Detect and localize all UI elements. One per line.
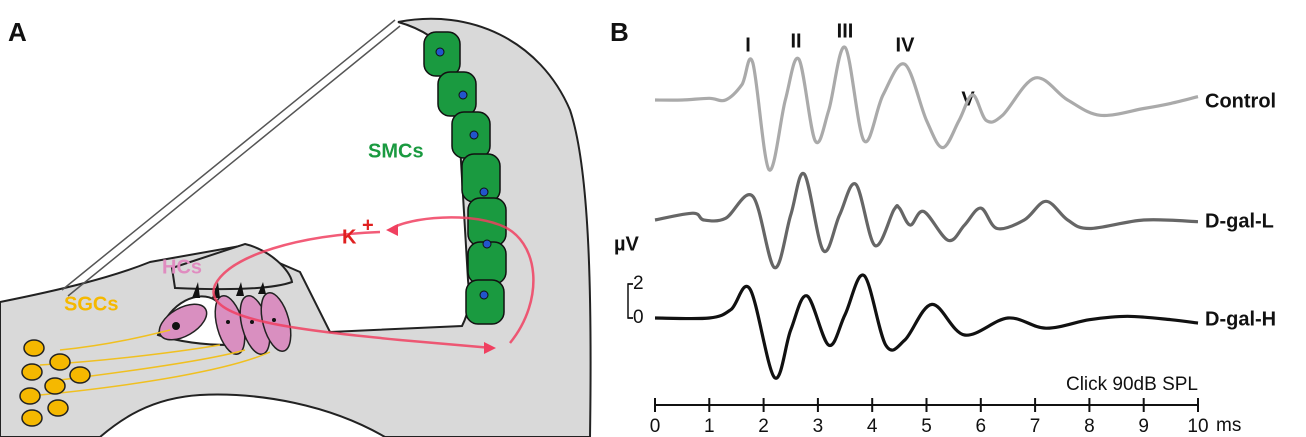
- legend-label: D-gal-H: [1205, 308, 1276, 330]
- x-axis-label: ms: [1216, 415, 1241, 436]
- smc: [437, 71, 477, 117]
- smc-cells: [423, 31, 507, 325]
- peak-label: I: [745, 34, 751, 56]
- x-tick-label: 9: [1138, 416, 1149, 437]
- peak-label: III: [837, 20, 854, 42]
- x-tick-label: 5: [921, 416, 932, 437]
- hc-label: HCs: [162, 256, 202, 278]
- sgc-cells: [19, 339, 91, 427]
- x-tick-label: 7: [1030, 416, 1041, 437]
- legend-label: Control: [1205, 90, 1276, 112]
- k-cycle: [212, 216, 535, 350]
- x-tick-label: 8: [1084, 416, 1095, 437]
- smc: [465, 279, 505, 325]
- x-tick-label: 10: [1187, 416, 1208, 437]
- scale-label: 2: [633, 273, 644, 294]
- x-tick-label: 4: [867, 416, 878, 437]
- x-tick-label: 3: [813, 416, 824, 437]
- panel-label: B: [610, 17, 629, 47]
- sgc-label: SGCs: [64, 293, 118, 315]
- ion-label: K: [342, 226, 357, 248]
- panel-label: A: [8, 17, 27, 47]
- annotation: Click 90dB SPL: [1066, 374, 1198, 395]
- legend-label: D-gal-L: [1205, 210, 1274, 232]
- smc-label: SMCs: [368, 140, 424, 162]
- x-tick-label: 1: [704, 416, 715, 437]
- x-tick-label: 0: [650, 416, 661, 437]
- peak-label: II: [790, 30, 801, 52]
- reissner-membrane: [61, 19, 401, 297]
- trace: [654, 273, 1199, 380]
- trace: [654, 45, 1199, 172]
- trace: [654, 171, 1199, 270]
- peak-label: IV: [896, 34, 916, 56]
- x-tick-label: 6: [976, 416, 987, 437]
- hair-cells: [158, 292, 292, 355]
- smc-nuclei: [435, 47, 492, 300]
- scale-label: 0: [633, 307, 644, 328]
- panel-a: A SGCs HCs SMCs K +: [0, 17, 592, 437]
- cochlear-duct: [0, 17, 592, 437]
- y-axis-label: µV: [614, 233, 640, 255]
- x-tick-label: 2: [758, 416, 769, 437]
- ion-charge: +: [362, 214, 374, 236]
